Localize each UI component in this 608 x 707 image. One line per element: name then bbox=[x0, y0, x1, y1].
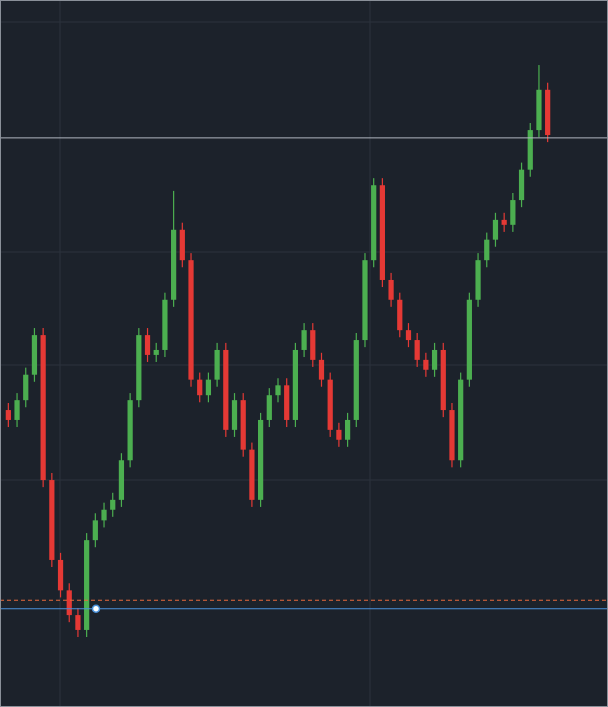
candle-body bbox=[423, 359, 429, 370]
candle-body bbox=[536, 89, 542, 131]
candle-body bbox=[310, 330, 316, 360]
candle-body bbox=[231, 400, 238, 430]
candle-body bbox=[353, 340, 359, 420]
candle-body bbox=[92, 520, 98, 541]
candle-body bbox=[57, 559, 64, 591]
candle-body bbox=[492, 219, 499, 240]
candle-body bbox=[257, 419, 264, 500]
candle-body bbox=[66, 590, 72, 616]
candle-body bbox=[388, 279, 394, 300]
candle-body bbox=[110, 499, 116, 510]
candle-body bbox=[197, 379, 203, 396]
candle-body bbox=[171, 229, 177, 300]
candle-body bbox=[75, 615, 81, 630]
candle-body bbox=[510, 200, 516, 225]
candle-body bbox=[101, 509, 107, 521]
candle-body bbox=[362, 260, 368, 341]
candle-body bbox=[14, 400, 20, 420]
candle-body bbox=[153, 349, 159, 355]
candle-body bbox=[397, 299, 403, 331]
candle-body bbox=[84, 540, 90, 630]
candle-body bbox=[275, 385, 281, 396]
candle-body bbox=[501, 219, 507, 225]
candle-body bbox=[545, 89, 551, 136]
candle-body bbox=[31, 335, 38, 375]
candle-body bbox=[136, 335, 142, 401]
candle-body bbox=[49, 480, 55, 560]
candle-body bbox=[458, 379, 464, 461]
candle-body bbox=[240, 400, 246, 450]
candle-body bbox=[371, 185, 377, 261]
candle-body bbox=[118, 460, 125, 500]
candle-body bbox=[40, 335, 46, 481]
candle-body bbox=[127, 400, 133, 461]
candle-body bbox=[344, 419, 351, 440]
candle-body bbox=[249, 449, 255, 500]
plot-area bbox=[0, 65, 608, 638]
candle-body bbox=[484, 239, 490, 261]
candle-body bbox=[214, 349, 220, 380]
candle-body bbox=[414, 340, 420, 360]
candle-body bbox=[266, 395, 272, 420]
candle-body bbox=[431, 349, 438, 370]
candle-body bbox=[292, 349, 299, 420]
candle-body bbox=[527, 130, 533, 170]
candle-body bbox=[336, 429, 342, 440]
candle-body bbox=[449, 410, 455, 461]
candle-body bbox=[284, 385, 290, 420]
candle-body bbox=[327, 379, 333, 430]
candle-body bbox=[179, 229, 185, 261]
candle-body bbox=[144, 335, 151, 355]
candle-body bbox=[205, 379, 212, 396]
candle-body bbox=[518, 169, 525, 201]
candle-body bbox=[466, 299, 472, 380]
candle-body bbox=[405, 330, 412, 341]
candle-body bbox=[379, 185, 385, 280]
candle-body bbox=[5, 410, 11, 420]
price-marker bbox=[91, 604, 101, 613]
candle-body bbox=[440, 349, 446, 411]
candle-body bbox=[301, 330, 307, 350]
candle-body bbox=[188, 260, 194, 380]
candle-body bbox=[162, 299, 168, 350]
candle-body bbox=[23, 374, 29, 401]
candle-body bbox=[223, 349, 229, 430]
candle-body bbox=[475, 260, 481, 300]
candle-body bbox=[318, 359, 325, 380]
